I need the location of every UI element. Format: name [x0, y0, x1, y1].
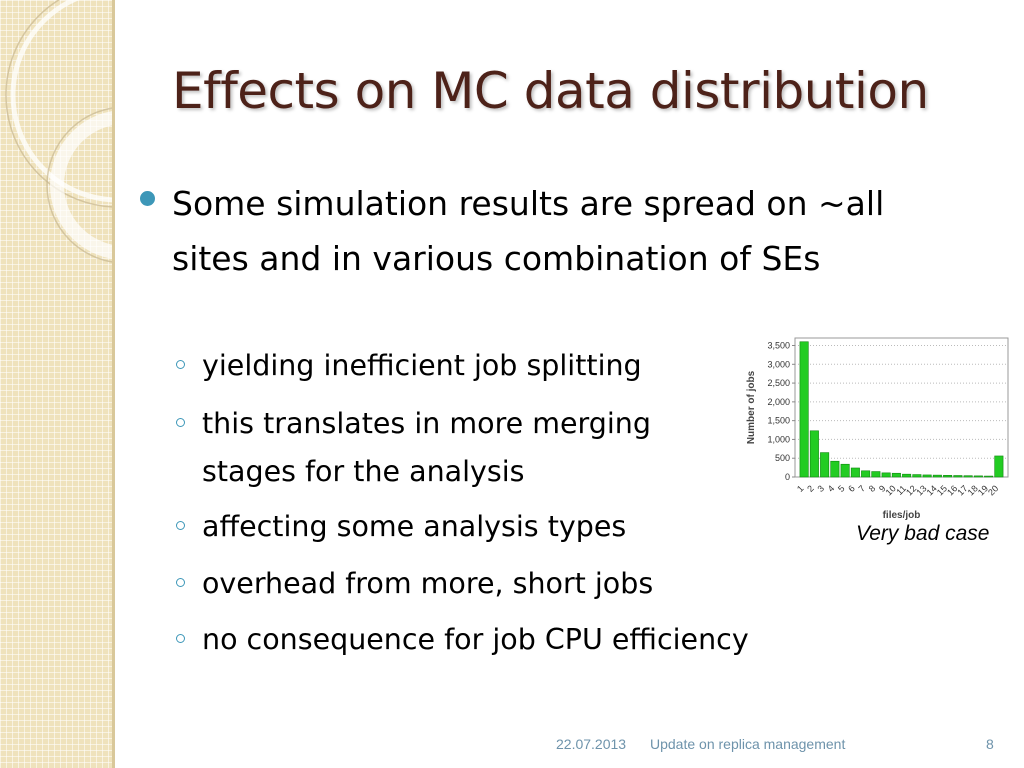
main-bullet-text: Some simulation results are spread on ~a…	[172, 184, 885, 278]
x-tick-label: 6	[846, 483, 857, 494]
x-tick-label: 5	[836, 483, 847, 494]
y-tick-label: 0	[785, 472, 790, 482]
bar	[840, 463, 850, 478]
ring-bullet-icon	[176, 634, 185, 643]
files-per-job-chart: 0 500 1,000 1,500 2,000 2,500 3,000 3,500 1 2 3 4 5 6…	[746, 337, 1009, 521]
ring-bullet-icon	[176, 360, 185, 369]
bar	[984, 475, 994, 478]
bar	[963, 475, 973, 478]
bar	[850, 467, 860, 478]
footer-title: Update on replica management	[650, 736, 846, 752]
sub-bullet: no consequence for job CPU efficiency	[172, 616, 832, 664]
bar	[912, 474, 922, 478]
bar	[809, 430, 819, 478]
x-tick-label: 7	[856, 483, 867, 494]
bar	[932, 474, 942, 478]
sub-bullet: overhead from more, short jobs	[172, 560, 832, 608]
sub-bullet-text: yielding inefficient job splitting	[202, 349, 642, 382]
bar	[881, 472, 891, 478]
x-tick-label: 1	[795, 483, 806, 494]
bar	[922, 474, 932, 478]
y-tick-label: 2,500	[767, 378, 790, 388]
ring-bullet-icon	[176, 521, 185, 530]
bar	[799, 341, 809, 478]
bar	[861, 470, 871, 478]
bar	[943, 475, 953, 478]
ring-bullet-icon	[176, 418, 185, 427]
sub-bullet: this translates in more merging stages f…	[172, 400, 732, 496]
chart-caption: Very bad case	[856, 522, 990, 545]
sub-bullet-text: overhead from more, short jobs	[202, 567, 654, 600]
bar	[871, 471, 881, 478]
x-tick-label: 8	[867, 483, 878, 494]
sub-bullet: yielding inefficient job splitting	[172, 342, 832, 390]
ring-bullet-icon	[176, 578, 185, 587]
x-tick-label: 2	[805, 483, 816, 494]
y-axis-label: Number of jobs	[746, 370, 757, 444]
x-tick-label: 4	[826, 483, 837, 494]
y-tick-label: 500	[775, 453, 790, 463]
main-bullet: Some simulation results are spread on ~a…	[140, 176, 900, 286]
x-tick-label: 9	[877, 483, 888, 494]
bar	[830, 460, 840, 478]
strip-edge	[112, 0, 115, 768]
bar	[820, 452, 830, 478]
y-tick-label: 3,500	[767, 341, 790, 351]
sub-bullet-text: this translates in more merging stages f…	[202, 407, 651, 488]
page-number: 8	[986, 736, 994, 752]
y-tick-label: 2,000	[767, 397, 790, 407]
bullet-dot-icon	[140, 191, 155, 206]
sub-bullet-text: affecting some analysis types	[202, 510, 627, 543]
sub-bullet-text: no consequence for job CPU efficiency	[202, 623, 749, 656]
x-axis-label: files/job	[883, 510, 921, 521]
y-tick-label: 1,500	[767, 416, 790, 426]
x-tick-label: 3	[815, 483, 826, 494]
bar	[891, 472, 901, 478]
footer-date: 22.07.2013	[556, 736, 627, 752]
bar	[994, 455, 1004, 478]
plot-area	[794, 337, 1009, 478]
slide-title: Effects on MC data distribution	[172, 62, 929, 120]
sub-bullet: affecting some analysis types	[172, 503, 832, 551]
y-tick-label: 1,000	[767, 434, 790, 444]
y-tick-label: 3,000	[767, 359, 790, 369]
decorative-strip	[0, 0, 112, 768]
decorative-circles	[5, 0, 112, 263]
bar	[973, 475, 983, 478]
bar	[902, 473, 912, 478]
x-tick-label: 20	[986, 483, 1000, 497]
bar	[953, 475, 963, 478]
